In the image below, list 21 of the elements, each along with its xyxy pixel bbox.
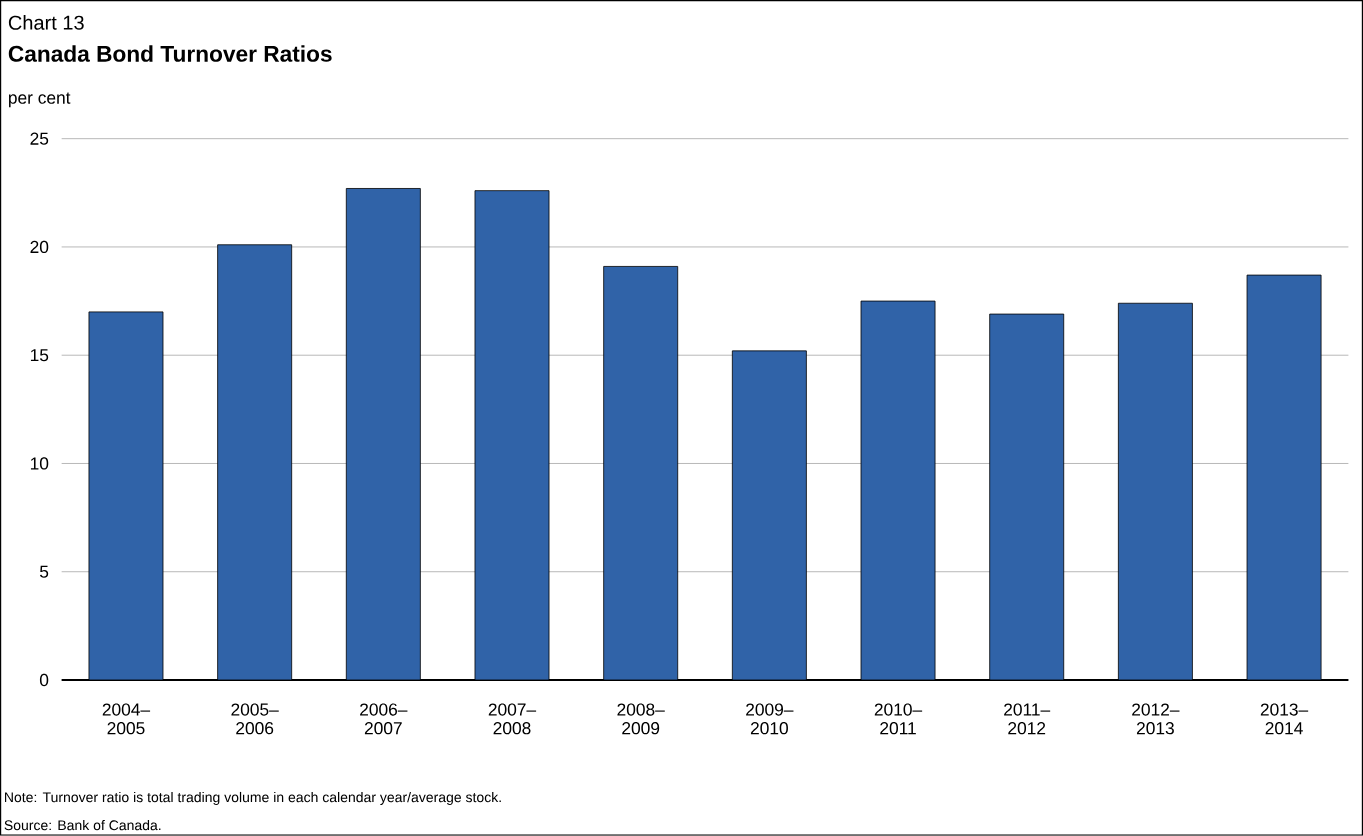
y-tick-label: 15 (30, 349, 49, 362)
y-tick-label: 5 (39, 565, 49, 578)
y-tick-label: 25 (30, 132, 49, 145)
y-tick-label: 10 (30, 457, 49, 470)
y-tick-label: 20 (30, 240, 49, 254)
x-tick-label: 2006– 2007 (360, 703, 408, 735)
x-tick-label: 2004– 2005 (102, 703, 151, 735)
chart-title: Canada Bond Turnover Ratios (8, 45, 332, 63)
x-tick-label: 2011– 2012 (1004, 703, 1051, 735)
y-tick-label: 0 (39, 674, 49, 687)
x-tick-label: 2005– 2006 (231, 703, 279, 735)
y-axis-title: per cent (8, 92, 71, 108)
x-tick-label: 2012– 2013 (1132, 703, 1180, 735)
text: Note: Turnover ratio is total trading volume in each calendar year/average stock. (5, 792, 501, 806)
x-tick-label: 2009– 2010 (746, 703, 794, 735)
caption: Chart 13 (8, 15, 84, 30)
x-tick-label: 2007– 2008 (488, 703, 537, 735)
x-tick-label: 2008– 2009 (617, 703, 665, 735)
source-note: Source: Bank of Canada. (4, 820, 161, 831)
x-tick-label: 2013– 2014 (1260, 703, 1309, 735)
x-tick-label: 2010– 2011 (874, 703, 923, 735)
